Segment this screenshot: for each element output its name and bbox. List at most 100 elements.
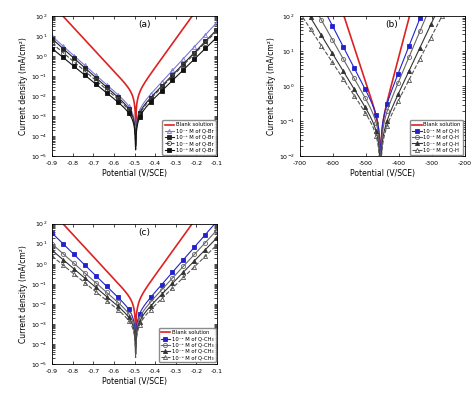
10⁻² M of Q-Br bbox=[49, 34, 55, 39]
10⁻² M of Q-CH₃ bbox=[174, 264, 180, 269]
Blank solution bbox=[214, 187, 220, 192]
Blank solution bbox=[146, 283, 151, 288]
10⁻² M of Q-H bbox=[397, 67, 403, 72]
Legend: Blank solution, 10⁻² M of Q-CH₃, 10⁻³ M of Q-CH₃, 10⁻⁴ M of Q-CH₃, 10⁻⁵ M of Q-C: Blank solution, 10⁻² M of Q-CH₃, 10⁻³ M … bbox=[159, 328, 216, 362]
10⁻³ M of Q-CH₃ bbox=[49, 242, 55, 246]
Blank solution bbox=[49, 2, 55, 7]
10⁻³ M of Q-H bbox=[402, 64, 408, 69]
Blank solution bbox=[133, 331, 138, 336]
Blank solution bbox=[174, 242, 180, 246]
Blank solution bbox=[397, 50, 403, 55]
Line: 10⁻⁵ M of Q-Br: 10⁻⁵ M of Q-Br bbox=[50, 35, 219, 152]
10⁻³ M of Q-Br bbox=[59, 46, 65, 50]
10⁻³ M of Q-H bbox=[393, 87, 399, 92]
Blank solution bbox=[150, 69, 155, 74]
10⁻² M of Q-Br bbox=[59, 43, 65, 48]
Text: (a): (a) bbox=[138, 20, 150, 29]
10⁻⁵ M of Q-H bbox=[377, 164, 383, 169]
10⁻⁴ M of Q-H bbox=[377, 164, 383, 169]
10⁻² M of Q-Br bbox=[214, 20, 220, 25]
10⁻⁴ M of Q-Br bbox=[155, 89, 160, 94]
10⁻³ M of Q-Br bbox=[214, 27, 220, 32]
Blank solution bbox=[377, 164, 383, 169]
Blank solution bbox=[59, 220, 65, 225]
Blank solution bbox=[59, 13, 65, 18]
10⁻² M of Q-CH₃ bbox=[146, 298, 151, 303]
10⁻⁵ M of Q-Br bbox=[214, 35, 220, 40]
10⁻³ M of Q-CH₃ bbox=[191, 252, 197, 257]
10⁻⁴ M of Q-H bbox=[402, 78, 408, 82]
X-axis label: Potential (V/SCE): Potential (V/SCE) bbox=[349, 169, 415, 178]
10⁻⁴ M of Q-H bbox=[297, 0, 302, 2]
Line: 10⁻³ M of Q-Br: 10⁻³ M of Q-Br bbox=[50, 27, 219, 148]
10⁻⁵ M of Q-CH₃ bbox=[150, 306, 155, 310]
10⁻⁵ M of Q-Br bbox=[146, 102, 151, 107]
10⁻⁵ M of Q-CH₃ bbox=[214, 242, 220, 247]
10⁻⁵ M of Q-CH₃ bbox=[155, 300, 160, 305]
10⁻² M of Q-H bbox=[377, 164, 383, 169]
10⁻⁵ M of Q-H bbox=[397, 95, 403, 100]
10⁻² M of Q-Br bbox=[155, 84, 160, 89]
Line: 10⁻⁵ M of Q-H: 10⁻⁵ M of Q-H bbox=[298, 0, 466, 169]
Blank solution bbox=[133, 123, 138, 128]
Line: 10⁻² M of Q-CH₃: 10⁻² M of Q-CH₃ bbox=[50, 219, 219, 349]
10⁻² M of Q-Br bbox=[174, 63, 180, 68]
Blank solution bbox=[191, 11, 197, 16]
Text: (b): (b) bbox=[385, 20, 398, 29]
10⁻³ M of Q-H bbox=[397, 76, 403, 81]
10⁻⁵ M of Q-Br bbox=[59, 54, 65, 59]
10⁻³ M of Q-CH₃ bbox=[155, 292, 160, 297]
Line: 10⁻² M of Q-Br: 10⁻² M of Q-Br bbox=[50, 20, 219, 145]
10⁻³ M of Q-Br bbox=[146, 98, 151, 103]
10⁻⁵ M of Q-Br bbox=[150, 98, 155, 102]
10⁻² M of Q-CH₃ bbox=[133, 344, 138, 349]
10⁻⁵ M of Q-H bbox=[402, 86, 408, 90]
10⁻⁵ M of Q-H bbox=[439, 14, 445, 19]
Line: 10⁻³ M of Q-H: 10⁻³ M of Q-H bbox=[298, 0, 466, 169]
10⁻² M of Q-CH₃ bbox=[49, 231, 55, 236]
10⁻⁴ M of Q-CH₃ bbox=[59, 256, 65, 261]
10⁻⁵ M of Q-CH₃ bbox=[191, 264, 197, 269]
10⁻⁴ M of Q-Br bbox=[59, 50, 65, 54]
10⁻³ M of Q-CH₃ bbox=[133, 348, 138, 353]
Blank solution bbox=[49, 210, 55, 214]
Line: Blank solution: Blank solution bbox=[52, 189, 217, 333]
Blank solution bbox=[191, 218, 197, 223]
10⁻³ M of Q-Br bbox=[133, 144, 138, 148]
10⁻⁴ M of Q-H bbox=[422, 35, 428, 40]
10⁻² M of Q-CH₃ bbox=[59, 240, 65, 245]
X-axis label: Potential (V/SCE): Potential (V/SCE) bbox=[102, 169, 167, 178]
10⁻⁴ M of Q-H bbox=[307, 14, 312, 18]
Blank solution bbox=[393, 67, 399, 72]
10⁻³ M of Q-Br bbox=[191, 50, 197, 55]
10⁻³ M of Q-Br bbox=[155, 88, 160, 93]
10⁻⁴ M of Q-CH₃ bbox=[191, 258, 197, 263]
10⁻² M of Q-H bbox=[422, 4, 428, 8]
10⁻³ M of Q-Br bbox=[49, 36, 55, 41]
Blank solution bbox=[402, 31, 408, 36]
10⁻⁴ M of Q-Br bbox=[150, 94, 155, 99]
X-axis label: Potential (V/SCE): Potential (V/SCE) bbox=[102, 377, 167, 386]
10⁻⁵ M of Q-CH₃ bbox=[146, 310, 151, 315]
10⁻⁴ M of Q-CH₃ bbox=[155, 296, 160, 301]
10⁻⁴ M of Q-Br bbox=[133, 145, 138, 150]
10⁻⁵ M of Q-CH₃ bbox=[59, 262, 65, 267]
Line: 10⁻⁴ M of Q-CH₃: 10⁻⁴ M of Q-CH₃ bbox=[50, 236, 219, 356]
10⁻⁵ M of Q-CH₃ bbox=[174, 281, 180, 286]
10⁻³ M of Q-Br bbox=[174, 68, 180, 72]
10⁻² M of Q-Br bbox=[146, 95, 151, 100]
10⁻⁵ M of Q-CH₃ bbox=[49, 254, 55, 259]
Line: 10⁻³ M of Q-CH₃: 10⁻³ M of Q-CH₃ bbox=[50, 228, 219, 353]
Legend: Blank solution, 10⁻² M of Q-H, 10⁻³ M of Q-H, 10⁻⁴ M of Q-H, 10⁻⁵ M of Q-H: Blank solution, 10⁻² M of Q-H, 10⁻³ M of… bbox=[410, 120, 463, 155]
Line: 10⁻⁴ M of Q-H: 10⁻⁴ M of Q-H bbox=[298, 0, 466, 169]
10⁻³ M of Q-CH₃ bbox=[59, 250, 65, 255]
10⁻⁵ M of Q-CH₃ bbox=[133, 355, 138, 360]
10⁻² M of Q-CH₃ bbox=[191, 245, 197, 250]
Blank solution bbox=[146, 75, 151, 80]
Line: Blank solution: Blank solution bbox=[300, 0, 465, 167]
Y-axis label: Current density (mA/cm²): Current density (mA/cm²) bbox=[267, 37, 276, 135]
Line: Blank solution: Blank solution bbox=[52, 0, 217, 126]
10⁻⁵ M of Q-Br bbox=[155, 93, 160, 98]
10⁻² M of Q-CH₃ bbox=[150, 293, 155, 298]
10⁻² M of Q-H bbox=[393, 78, 399, 83]
